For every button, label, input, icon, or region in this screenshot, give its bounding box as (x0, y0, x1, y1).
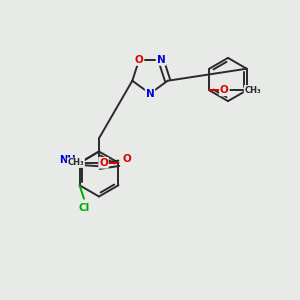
Text: N: N (146, 88, 154, 99)
Text: Cl: Cl (79, 203, 90, 213)
Text: N: N (157, 55, 165, 65)
Text: O: O (99, 158, 108, 168)
Text: CH₃: CH₃ (68, 158, 84, 167)
Text: NH: NH (59, 155, 76, 165)
Text: O: O (123, 154, 132, 164)
Text: O: O (220, 85, 229, 95)
Text: O: O (135, 55, 143, 65)
Text: CH₃: CH₃ (244, 86, 261, 95)
